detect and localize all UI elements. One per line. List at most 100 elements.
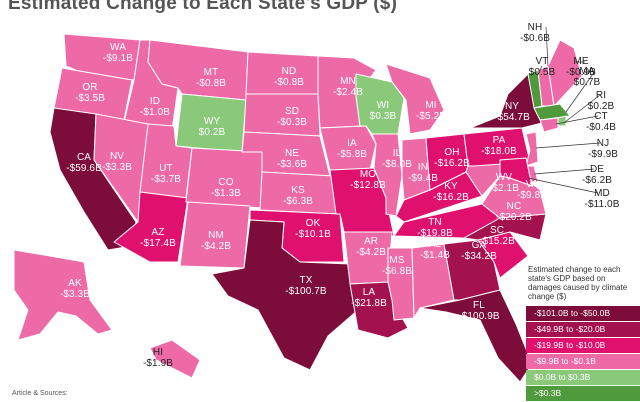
state-abbr: MN — [340, 76, 356, 87]
state-value: -$4.2B — [200, 241, 232, 252]
legend-item: -$9.9B to -$0.1B — [526, 354, 640, 369]
state-value: -$20.2B — [496, 212, 532, 223]
state-abbr: MA — [579, 66, 595, 77]
state-abbr: OK — [305, 218, 321, 229]
state-value: $0.3B — [369, 111, 397, 122]
state-label-tx: TX -$100.7B — [285, 275, 326, 297]
state-abbr: MD — [594, 188, 610, 199]
state-value: -$3.7B — [150, 174, 182, 185]
state-abbr: PA — [492, 135, 506, 146]
state-hi-shape — [149, 339, 201, 379]
state-abbr: RI — [595, 90, 607, 101]
state-abbr: NE — [284, 148, 300, 159]
page-title: Estimated Change to Each State's GDP ($) — [8, 0, 398, 14]
leader-line — [564, 94, 601, 123]
state-label-ct: CT -$0.4B — [586, 111, 616, 133]
state-label-mt: MT -$0.8B — [196, 67, 226, 89]
state-label-mo: MO -$12.8B — [350, 169, 386, 191]
state-abbr: HI — [152, 347, 164, 358]
state-label-nv: NV -$3.3B — [102, 151, 132, 173]
state-value: $0.5B — [528, 67, 556, 78]
state-abbr: OH — [444, 147, 460, 158]
state-mi-shape — [385, 63, 445, 135]
state-abbr: IL — [392, 148, 402, 159]
state-value: -$59.6B — [66, 163, 102, 174]
state-label-ut: UT -$3.7B — [151, 163, 181, 185]
state-value: -$8.0B — [381, 159, 413, 170]
state-label-ny: NY -$54.7B — [494, 101, 530, 123]
state-abbr: WY — [203, 116, 221, 127]
state-value: -$3.5B — [74, 93, 106, 104]
leader-line — [565, 70, 596, 113]
state-ct-shape — [539, 117, 559, 133]
state-label-nm: NM -$4.2B — [201, 230, 231, 252]
state-value: -$100.9B — [458, 311, 500, 322]
state-value: -$6.2B — [581, 175, 613, 186]
state-value: -$12.8B — [350, 180, 386, 191]
leader-line — [535, 142, 601, 149]
state-label-al: AL -$1.4B — [420, 239, 450, 261]
state-abbr: WV — [495, 172, 513, 183]
legend: Estimated change to each state's GDP bas… — [526, 265, 640, 402]
state-value: -$19.8B — [417, 228, 453, 239]
state-value: -$0.8B — [273, 77, 305, 88]
state-abbr: TX — [299, 275, 313, 286]
state-value: -$3.6B — [276, 159, 308, 170]
state-value: -$0.6B — [519, 33, 551, 44]
state-label-la: LA -$21.8B — [351, 287, 387, 309]
state-abbr: FL — [473, 300, 485, 311]
state-label-nh: NH -$0.6B — [520, 22, 550, 44]
state-abbr: IA — [347, 138, 357, 149]
state-label-ky: KY -$16.2B — [433, 181, 469, 203]
state-value: -$0.3B — [276, 117, 308, 128]
state-value: -$15.2B — [479, 236, 515, 247]
state-label-il: IL -$8.0B — [382, 148, 412, 170]
state-ri-shape — [557, 115, 567, 127]
state-nj-shape — [525, 131, 539, 167]
state-value: -$6.3B — [282, 196, 314, 207]
state-abbr: NC — [506, 201, 522, 212]
state-value: $0.2B — [587, 101, 615, 112]
state-abbr: SC — [489, 225, 505, 236]
legend-item: $0.0B to $0.3B — [526, 370, 640, 385]
state-label-mi: MI -$5.2B — [416, 100, 446, 122]
state-abbr: ME — [573, 56, 589, 67]
state-value: $0.2B — [198, 127, 226, 138]
state-abbr: OR — [82, 82, 98, 93]
state-label-sd: SD -$0.3B — [277, 106, 307, 128]
state-abbr: MI — [425, 100, 437, 111]
state-abbr: TN — [428, 217, 442, 228]
state-abbr: NV — [109, 151, 125, 162]
state-value: -$4.2B — [355, 247, 387, 258]
state-value: -$11.0B — [584, 199, 620, 210]
state-label-tn: TN -$19.8B — [417, 217, 453, 239]
source-credit: Article & Sources: — [12, 390, 68, 397]
state-abbr: CO — [218, 177, 234, 188]
state-abbr: AL — [428, 239, 442, 250]
state-value: -$1.0B — [139, 107, 171, 118]
state-label-ks: KS -$6.3B — [283, 185, 313, 207]
state-label-ok: OK -$10.1B — [295, 218, 331, 240]
state-abbr: WA — [110, 42, 126, 53]
state-value: -$9.9B — [587, 149, 619, 160]
state-label-wa: WA -$9.1B — [103, 42, 133, 64]
legend-item: >$0.3B — [526, 386, 640, 401]
state-label-ga: GA -$34.2B — [461, 240, 497, 262]
state-value: -$6.8B — [381, 266, 413, 277]
state-abbr: DE — [589, 164, 605, 175]
state-label-mn: MN -$2.4B — [333, 76, 363, 98]
state-label-nc: NC -$20.2B — [496, 201, 532, 223]
state-value: -$18.0B — [481, 146, 517, 157]
state-value: -$17.4B — [140, 238, 176, 249]
state-label-ma: MA $0.7B — [574, 66, 601, 88]
state-value: -$16.2B — [434, 158, 470, 169]
state-abbr: IN — [417, 162, 429, 173]
state-label-id: ID -$1.0B — [140, 96, 170, 118]
leader-line — [533, 168, 595, 175]
state-abbr: NH — [527, 22, 543, 33]
state-value: -$16.2B — [433, 192, 469, 203]
state-abbr: SD — [284, 106, 300, 117]
state-abbr: GA — [471, 240, 487, 251]
state-abbr: WI — [376, 100, 390, 111]
state-label-hi: HI -$1.9B — [143, 347, 173, 369]
